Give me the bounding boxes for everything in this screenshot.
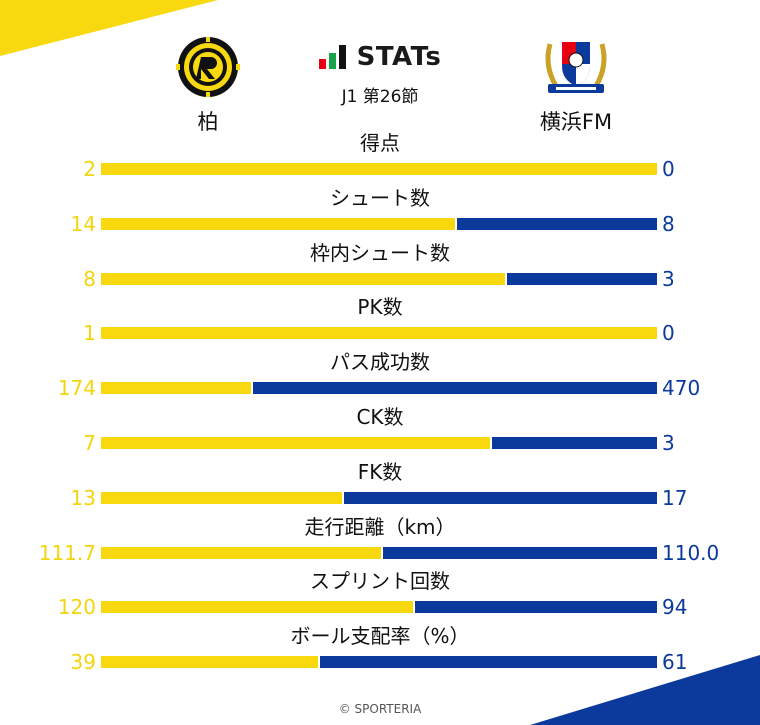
- stat-category-label: 枠内シュート数: [310, 240, 450, 265]
- home-value-label: 8: [83, 266, 96, 291]
- home-team-name: 柏: [197, 110, 219, 134]
- stats-logo-icon: [318, 45, 346, 69]
- home-bar-segment: [101, 217, 455, 230]
- away-bar-segment: [320, 656, 657, 669]
- home-value-label: 111.7: [38, 540, 96, 565]
- bar-divider: [505, 272, 507, 285]
- stat-row: スプリント回数 120 94: [0, 569, 760, 623]
- home-value-label: 1: [83, 321, 96, 346]
- away-value-label: 3: [662, 266, 675, 291]
- bar-divider: [251, 382, 253, 395]
- stat-bar: [101, 217, 657, 230]
- away-value-label: 0: [662, 321, 675, 346]
- away-value-label: 61: [662, 650, 688, 675]
- bar-divider: [413, 601, 415, 614]
- stat-category-label: スプリント回数: [310, 569, 450, 594]
- away-value-label: 110.0: [662, 540, 720, 565]
- stat-category-label: CK数: [356, 405, 404, 429]
- home-value-label: 7: [83, 431, 96, 455]
- away-bar-segment: [457, 217, 657, 230]
- stat-bar: [101, 656, 657, 669]
- stat-bar: [101, 382, 657, 395]
- bar-divider: [318, 656, 320, 669]
- stat-category-label: ボール支配率（%）: [290, 624, 470, 649]
- away-bar-segment: [383, 546, 657, 559]
- stat-category-label: シュート数: [330, 185, 430, 210]
- away-bar-segment: [344, 491, 657, 504]
- stat-bar: [101, 546, 657, 559]
- away-team-name: 横浜FM: [539, 110, 613, 134]
- stat-category-label: パス成功数: [330, 350, 430, 375]
- stat-row: FK数 13 17: [0, 460, 760, 514]
- stat-category-label: 得点: [360, 131, 400, 155]
- away-value-label: 17: [662, 485, 688, 510]
- stat-bar: [101, 491, 657, 504]
- home-bar-segment: [101, 327, 657, 340]
- stat-category-label: FK数: [357, 459, 403, 484]
- bar-divider: [455, 217, 457, 230]
- away-value-label: 94: [662, 595, 688, 620]
- away-team-logo: [536, 34, 616, 102]
- home-bar-segment: [101, 163, 657, 175]
- match-round: J1 第26節: [341, 87, 419, 107]
- away-value-label: 8: [662, 211, 675, 236]
- stat-bar: [101, 163, 657, 175]
- home-value-label: 39: [70, 650, 96, 675]
- away-bar-segment: [253, 382, 657, 395]
- home-value-label: 13: [70, 485, 96, 510]
- title-row: STATs: [0, 42, 760, 73]
- away-value-label: 470: [662, 376, 701, 401]
- stat-bar: [101, 327, 657, 340]
- stat-row: シュート数 14 8: [0, 186, 760, 240]
- stat-row: ボール支配率（%） 39 61: [0, 624, 760, 678]
- home-bar-segment: [101, 601, 413, 614]
- top-left-yellow-corner: [0, 0, 218, 56]
- stat-row: パス成功数 174 470: [0, 350, 760, 404]
- copyright-credit: © SPORTERIA: [338, 702, 422, 716]
- home-bar-segment: [101, 491, 342, 504]
- stat-bar: [101, 272, 657, 285]
- stat-row: 得点 2 0: [0, 131, 760, 185]
- stat-bar: [101, 437, 657, 449]
- stat-row: 枠内シュート数 8 3: [0, 241, 760, 295]
- home-team-logo: [168, 34, 248, 102]
- home-value-label: 120: [57, 595, 96, 620]
- stat-bar: [101, 601, 657, 614]
- header: STATs J1 第26節 柏 横浜FM: [0, 0, 760, 140]
- home-value-label: 14: [70, 211, 96, 236]
- home-value-label: 174: [57, 376, 96, 401]
- away-bar-segment: [492, 437, 657, 449]
- stat-row: PK数 1 0: [0, 295, 760, 349]
- bar-divider: [490, 437, 492, 449]
- home-bar-segment: [101, 437, 490, 449]
- kashiwa-reysol-crest-icon: [176, 37, 240, 97]
- yokohama-f-marinos-crest-icon: [545, 42, 607, 93]
- away-value-label: 3: [662, 431, 675, 455]
- stat-row: 走行距離（km） 111.7 110.0: [0, 515, 760, 569]
- stat-row: CK数 7 3: [0, 405, 760, 459]
- home-bar-segment: [101, 656, 318, 669]
- home-bar-segment: [101, 272, 505, 285]
- away-bar-segment: [507, 272, 657, 285]
- bar-divider: [342, 491, 344, 504]
- stat-category-label: 走行距離（km）: [304, 514, 456, 539]
- home-bar-segment: [101, 382, 251, 395]
- home-bar-segment: [101, 546, 381, 559]
- stat-category-label: PK数: [357, 295, 403, 320]
- away-bar-segment: [415, 601, 657, 614]
- bottom-right-blue-corner: [530, 655, 760, 725]
- away-value-label: 0: [662, 157, 675, 181]
- page-title: STATs: [356, 42, 442, 72]
- bar-divider: [381, 546, 383, 559]
- home-value-label: 2: [83, 157, 96, 181]
